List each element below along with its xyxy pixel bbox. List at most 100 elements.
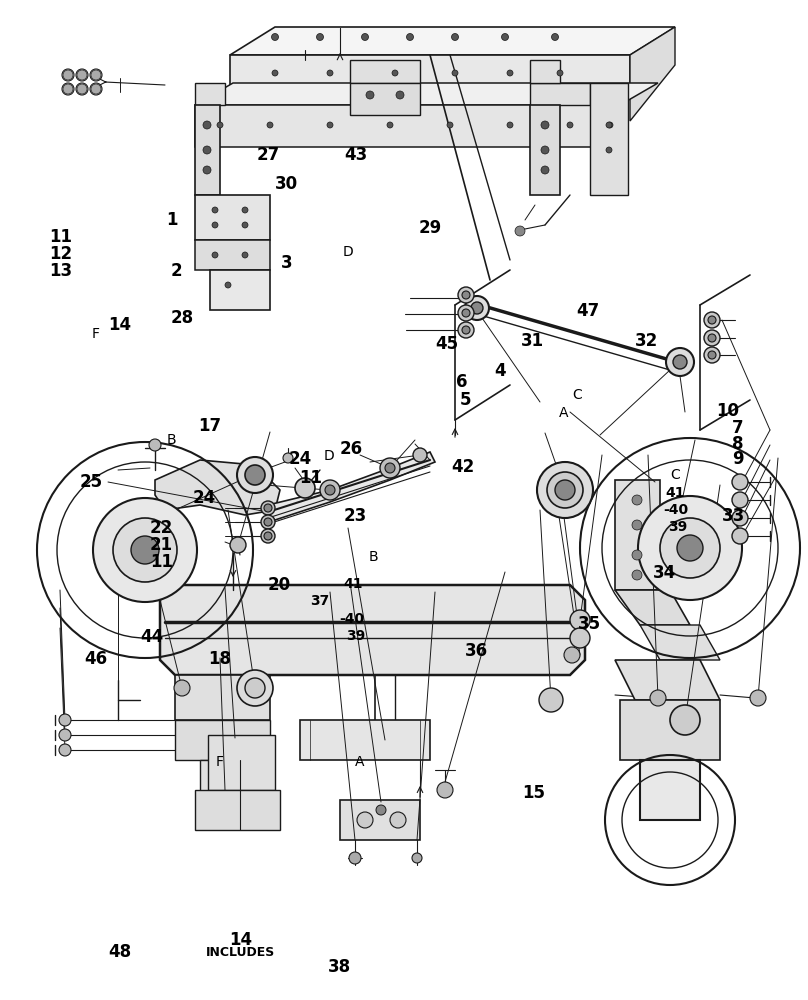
Circle shape bbox=[385, 463, 395, 473]
Polygon shape bbox=[195, 195, 270, 240]
Circle shape bbox=[541, 166, 549, 174]
Text: 13: 13 bbox=[49, 262, 72, 280]
Circle shape bbox=[261, 529, 275, 543]
Circle shape bbox=[708, 316, 716, 324]
Circle shape bbox=[750, 690, 766, 706]
Circle shape bbox=[458, 287, 474, 303]
Circle shape bbox=[63, 70, 73, 80]
Circle shape bbox=[317, 33, 323, 40]
Circle shape bbox=[387, 122, 393, 128]
Polygon shape bbox=[230, 27, 675, 55]
Text: 11: 11 bbox=[150, 553, 173, 571]
Polygon shape bbox=[630, 27, 675, 121]
Circle shape bbox=[203, 121, 211, 129]
Circle shape bbox=[670, 705, 700, 735]
Circle shape bbox=[537, 462, 593, 518]
Text: B: B bbox=[166, 433, 176, 447]
Circle shape bbox=[452, 33, 458, 40]
Text: 17: 17 bbox=[199, 417, 221, 435]
Circle shape bbox=[267, 122, 273, 128]
Text: 44: 44 bbox=[141, 628, 163, 646]
Text: C: C bbox=[670, 468, 680, 482]
Text: 20: 20 bbox=[267, 576, 290, 594]
Circle shape bbox=[638, 496, 742, 600]
Circle shape bbox=[264, 504, 272, 512]
Text: D: D bbox=[323, 449, 335, 463]
Circle shape bbox=[63, 84, 73, 94]
Circle shape bbox=[261, 515, 275, 529]
Text: 6: 6 bbox=[456, 373, 467, 391]
Text: 45: 45 bbox=[436, 335, 458, 353]
Text: 21: 21 bbox=[150, 536, 173, 554]
Text: 47: 47 bbox=[577, 302, 600, 320]
Polygon shape bbox=[530, 83, 590, 105]
Circle shape bbox=[212, 207, 218, 213]
Polygon shape bbox=[350, 83, 420, 115]
Text: 48: 48 bbox=[108, 943, 131, 961]
Text: 38: 38 bbox=[328, 958, 351, 976]
Circle shape bbox=[507, 70, 513, 76]
Text: 18: 18 bbox=[208, 650, 231, 668]
Circle shape bbox=[632, 520, 642, 530]
Circle shape bbox=[708, 351, 716, 359]
Circle shape bbox=[704, 347, 720, 363]
Circle shape bbox=[570, 628, 590, 648]
Polygon shape bbox=[350, 60, 420, 83]
Circle shape bbox=[217, 122, 223, 128]
Circle shape bbox=[732, 474, 748, 490]
Polygon shape bbox=[615, 660, 720, 700]
Circle shape bbox=[673, 355, 687, 369]
Circle shape bbox=[203, 166, 211, 174]
Circle shape bbox=[366, 91, 374, 99]
Text: 34: 34 bbox=[653, 564, 675, 582]
Text: 28: 28 bbox=[171, 309, 194, 327]
Text: 15: 15 bbox=[522, 784, 545, 802]
Circle shape bbox=[245, 465, 265, 485]
Text: -40: -40 bbox=[339, 612, 365, 626]
Circle shape bbox=[632, 550, 642, 560]
Polygon shape bbox=[195, 83, 225, 105]
Circle shape bbox=[392, 70, 398, 76]
Polygon shape bbox=[208, 735, 275, 790]
Text: D: D bbox=[343, 245, 354, 259]
Text: 24: 24 bbox=[289, 450, 312, 468]
Circle shape bbox=[237, 670, 273, 706]
Text: 35: 35 bbox=[579, 615, 601, 633]
Polygon shape bbox=[175, 675, 270, 720]
Circle shape bbox=[660, 518, 720, 578]
Text: 41: 41 bbox=[666, 486, 685, 500]
Circle shape bbox=[396, 91, 404, 99]
Circle shape bbox=[77, 84, 87, 94]
Text: 33: 33 bbox=[722, 507, 745, 525]
Circle shape bbox=[458, 305, 474, 321]
Circle shape bbox=[541, 121, 549, 129]
Circle shape bbox=[607, 122, 613, 128]
Circle shape bbox=[567, 122, 573, 128]
Polygon shape bbox=[268, 452, 435, 520]
Circle shape bbox=[677, 535, 703, 561]
Polygon shape bbox=[195, 105, 220, 195]
Circle shape bbox=[570, 610, 590, 630]
Circle shape bbox=[732, 510, 748, 526]
Text: 32: 32 bbox=[635, 332, 658, 350]
Text: 22: 22 bbox=[150, 519, 173, 537]
Circle shape bbox=[539, 688, 563, 712]
Circle shape bbox=[412, 853, 422, 863]
Polygon shape bbox=[530, 60, 560, 83]
Circle shape bbox=[225, 282, 231, 288]
Circle shape bbox=[237, 457, 273, 493]
Text: 10: 10 bbox=[716, 402, 739, 420]
Circle shape bbox=[59, 729, 71, 741]
Polygon shape bbox=[615, 480, 660, 590]
Text: 41: 41 bbox=[343, 577, 363, 591]
Polygon shape bbox=[195, 240, 270, 270]
Circle shape bbox=[437, 782, 453, 798]
Circle shape bbox=[390, 812, 406, 828]
Polygon shape bbox=[590, 83, 628, 195]
Text: 36: 36 bbox=[465, 642, 488, 660]
Polygon shape bbox=[530, 105, 560, 195]
Circle shape bbox=[732, 492, 748, 508]
Polygon shape bbox=[160, 585, 585, 675]
Circle shape bbox=[272, 70, 278, 76]
Text: 30: 30 bbox=[276, 175, 298, 193]
